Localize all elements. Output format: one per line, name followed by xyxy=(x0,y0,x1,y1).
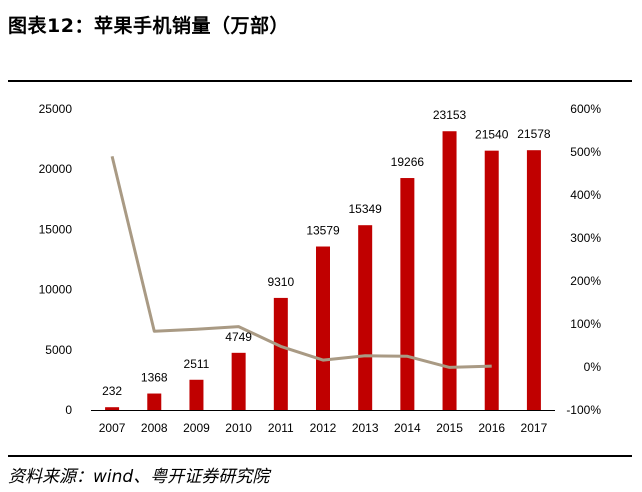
y-right-tick-label: 300% xyxy=(570,231,601,245)
y-left-tick-label: 10000 xyxy=(39,283,73,297)
bar-2017 xyxy=(526,150,541,411)
bar-value-label: 19266 xyxy=(391,155,425,169)
bar-2016 xyxy=(484,150,499,411)
bar-value-label: 2511 xyxy=(184,357,210,371)
bar-2011 xyxy=(273,297,288,410)
bar-value-label: 13579 xyxy=(306,224,340,238)
figure-title: 图表12：苹果手机销量（万部） xyxy=(8,15,289,37)
x-tick-label: 2016 xyxy=(478,421,505,435)
x-tick-label: 2009 xyxy=(183,421,210,435)
bar-value-label: 1368 xyxy=(141,371,168,385)
bar-value-label: 232 xyxy=(102,384,122,398)
x-tick-label: 2014 xyxy=(394,421,421,435)
x-tick-label: 2013 xyxy=(352,421,379,435)
bar-value-label: 4749 xyxy=(225,330,252,344)
y-right-tick-label: 100% xyxy=(570,317,601,331)
bar-value-label: 21578 xyxy=(517,127,551,141)
top-rule xyxy=(8,80,632,82)
x-tick-label: 2017 xyxy=(521,421,548,435)
y-left-tick-label: 25000 xyxy=(39,102,73,116)
x-tick-label: 2010 xyxy=(225,421,252,435)
bar-2014 xyxy=(400,178,415,410)
y-left-tick-label: 20000 xyxy=(39,162,73,176)
bar-value-label: 9310 xyxy=(267,275,294,289)
x-tick-label: 2012 xyxy=(310,421,337,435)
growth-rate-line xyxy=(110,155,492,369)
x-tick-label: 2015 xyxy=(436,421,463,435)
bar-value-label: 23153 xyxy=(433,108,467,122)
x-tick-label: 2011 xyxy=(268,421,294,435)
y-left-tick-label: 5000 xyxy=(45,343,72,357)
bar-2013 xyxy=(358,225,373,410)
y-right-tick-label: 200% xyxy=(570,274,601,288)
y-right-tick-label: 500% xyxy=(570,145,601,159)
bottom-rule xyxy=(8,455,632,457)
bar-value-label: 15349 xyxy=(348,202,382,216)
y-left-tick-label: 0 xyxy=(65,403,72,417)
y-left-tick-label: 15000 xyxy=(39,222,73,236)
y-right-tick-label: 0% xyxy=(584,360,602,374)
source-note: 资料来源：wind、粤开证券研究院 xyxy=(8,467,270,487)
bar-2009 xyxy=(189,379,204,410)
bar-value-label: 21540 xyxy=(475,128,509,142)
y-right-tick-label: -100% xyxy=(566,403,601,417)
y-right-tick-label: 600% xyxy=(570,102,601,116)
bar-2015 xyxy=(442,131,457,410)
y-right-tick-label: 400% xyxy=(570,188,601,202)
bar-2012 xyxy=(316,246,330,410)
x-tick-label: 2007 xyxy=(99,421,126,435)
bar-2007 xyxy=(105,407,120,410)
x-tick-label: 2008 xyxy=(141,421,168,435)
bar-2010 xyxy=(231,352,246,410)
bar-2008 xyxy=(147,393,162,410)
